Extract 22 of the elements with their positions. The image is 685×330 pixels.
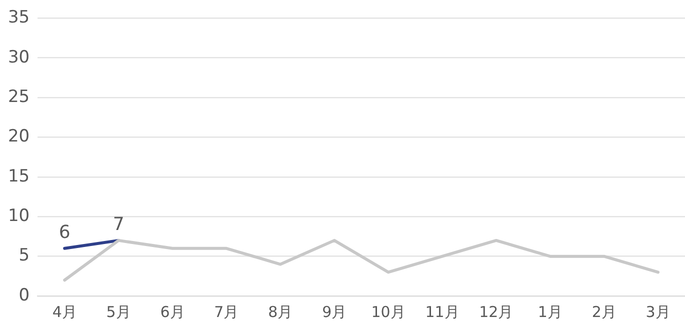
data-label: 6	[58, 222, 70, 244]
y-tick-label: 35	[8, 8, 30, 28]
x-tick-label: 4月	[52, 302, 77, 321]
x-tick-label: 2月	[592, 302, 616, 321]
x-tick-label: 6月	[160, 302, 185, 321]
x-tick-label: 5月	[106, 302, 131, 321]
y-tick-label: 15	[8, 166, 30, 186]
x-tick-label: 1月	[538, 302, 562, 321]
x-tick-label: 9月	[322, 302, 347, 321]
y-tick-label: 20	[8, 126, 30, 147]
x-tick-label: 10月	[371, 302, 406, 321]
data-label: 7	[112, 214, 124, 236]
x-tick-label: 11月	[425, 302, 460, 321]
y-tick-label: 25	[8, 86, 30, 107]
y-tick-label: 30	[8, 47, 30, 68]
x-tick-label: 7月	[214, 302, 239, 321]
x-tick-label: 8月	[268, 302, 293, 321]
x-tick-label: 3月	[646, 302, 670, 321]
y-tick-label: 5	[18, 246, 30, 266]
y-tick-label: 10	[8, 206, 30, 226]
x-tick-label: 12月	[479, 302, 514, 321]
y-tick-label: 0	[18, 285, 30, 306]
